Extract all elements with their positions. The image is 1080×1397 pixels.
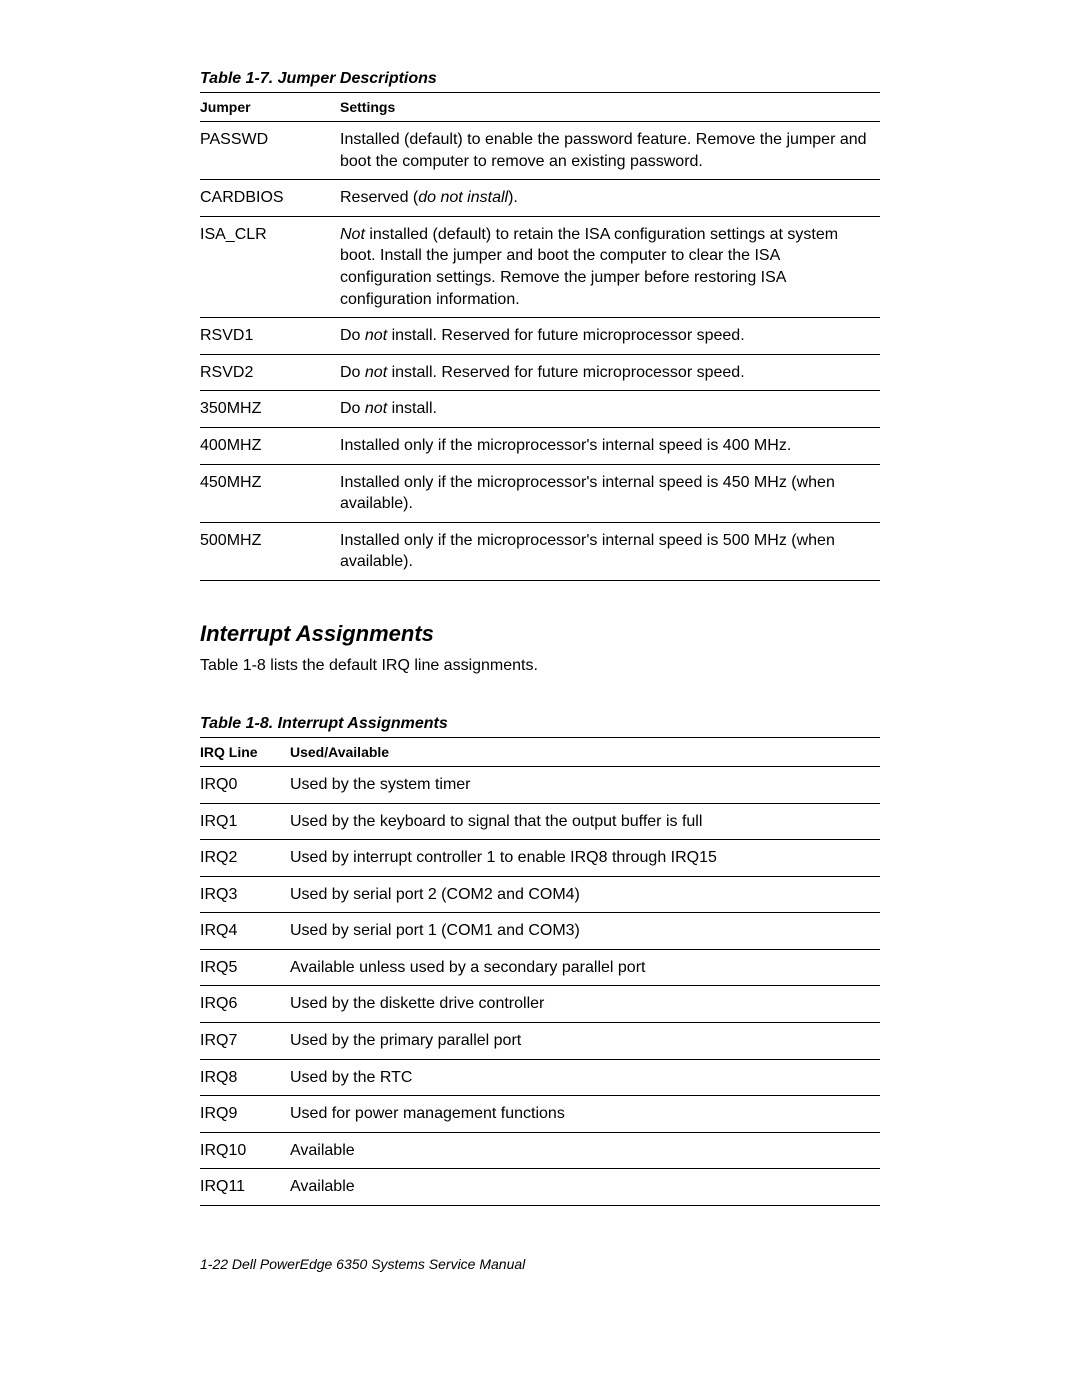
table-row: IRQ2Used by interrupt controller 1 to en…: [200, 840, 880, 877]
table-row: IRQ8Used by the RTC: [200, 1059, 880, 1096]
table-row: 500MHZInstalled only if the microprocess…: [200, 522, 880, 580]
desc-cell: Available: [290, 1132, 880, 1169]
table1-caption: Table 1-7. Jumper Descriptions: [200, 70, 880, 88]
section-heading: Interrupt Assignments: [200, 621, 880, 647]
jumper-cell: 400MHZ: [200, 427, 340, 464]
desc-cell: Used for power management functions: [290, 1096, 880, 1133]
irq-cell: IRQ0: [200, 766, 290, 803]
table-row: IRQ5Available unless used by a secondary…: [200, 949, 880, 986]
desc-cell: Available unless used by a secondary par…: [290, 949, 880, 986]
irq-cell: IRQ10: [200, 1132, 290, 1169]
jumper-cell: RSVD2: [200, 354, 340, 391]
desc-cell: Used by serial port 2 (COM2 and COM4): [290, 876, 880, 913]
desc-cell: Used by interrupt controller 1 to enable…: [290, 840, 880, 877]
irq-cell: IRQ3: [200, 876, 290, 913]
table-row: IRQ1Used by the keyboard to signal that …: [200, 803, 880, 840]
settings-cell: Do not install.: [340, 391, 880, 428]
irq-cell: IRQ5: [200, 949, 290, 986]
settings-cell: Installed (default) to enable the passwo…: [340, 122, 880, 180]
settings-cell: Reserved (do not install).: [340, 180, 880, 217]
jumper-cell: 450MHZ: [200, 464, 340, 522]
jumper-table: Jumper Settings PASSWDInstalled (default…: [200, 92, 880, 581]
jumper-cell: ISA_CLR: [200, 216, 340, 317]
table-row: IRQ4Used by serial port 1 (COM1 and COM3…: [200, 913, 880, 950]
table-row: IRQ7Used by the primary parallel port: [200, 1023, 880, 1060]
table2-header-irq: IRQ Line: [200, 737, 290, 766]
page-footer: 1-22 Dell PowerEdge 6350 Systems Service…: [200, 1256, 880, 1272]
table-row: ISA_CLRNot installed (default) to retain…: [200, 216, 880, 317]
irq-cell: IRQ7: [200, 1023, 290, 1060]
desc-cell: Used by the diskette drive controller: [290, 986, 880, 1023]
table-row: CARDBIOSReserved (do not install).: [200, 180, 880, 217]
table-row: PASSWDInstalled (default) to enable the …: [200, 122, 880, 180]
section-body: Table 1-8 lists the default IRQ line ass…: [200, 657, 880, 675]
desc-cell: Available: [290, 1169, 880, 1206]
table-row: IRQ9Used for power management functions: [200, 1096, 880, 1133]
table-row: IRQ11Available: [200, 1169, 880, 1206]
jumper-cell: PASSWD: [200, 122, 340, 180]
desc-cell: Used by serial port 1 (COM1 and COM3): [290, 913, 880, 950]
settings-cell: Do not install. Reserved for future micr…: [340, 318, 880, 355]
table-row: RSVD2Do not install. Reserved for future…: [200, 354, 880, 391]
table-row: RSVD1Do not install. Reserved for future…: [200, 318, 880, 355]
settings-cell: Installed only if the microprocessor's i…: [340, 427, 880, 464]
table2-caption: Table 1-8. Interrupt Assignments: [200, 715, 880, 733]
table2-header-desc: Used/Available: [290, 737, 880, 766]
table-row: 400MHZInstalled only if the microprocess…: [200, 427, 880, 464]
table-row: 350MHZDo not install.: [200, 391, 880, 428]
settings-cell: Not installed (default) to retain the IS…: [340, 216, 880, 317]
table1-header-jumper: Jumper: [200, 93, 340, 122]
table-row: 450MHZInstalled only if the microprocess…: [200, 464, 880, 522]
table1-header-settings: Settings: [340, 93, 880, 122]
jumper-cell: 350MHZ: [200, 391, 340, 428]
irq-cell: IRQ4: [200, 913, 290, 950]
irq-cell: IRQ1: [200, 803, 290, 840]
irq-table: IRQ Line Used/Available IRQ0Used by the …: [200, 737, 880, 1206]
irq-cell: IRQ2: [200, 840, 290, 877]
desc-cell: Used by the keyboard to signal that the …: [290, 803, 880, 840]
table-row: IRQ6Used by the diskette drive controlle…: [200, 986, 880, 1023]
desc-cell: Used by the system timer: [290, 766, 880, 803]
irq-cell: IRQ9: [200, 1096, 290, 1133]
jumper-cell: CARDBIOS: [200, 180, 340, 217]
table-row: IRQ3Used by serial port 2 (COM2 and COM4…: [200, 876, 880, 913]
desc-cell: Used by the primary parallel port: [290, 1023, 880, 1060]
settings-cell: Installed only if the microprocessor's i…: [340, 522, 880, 580]
irq-cell: IRQ6: [200, 986, 290, 1023]
settings-cell: Do not install. Reserved for future micr…: [340, 354, 880, 391]
table-row: IRQ10Available: [200, 1132, 880, 1169]
irq-cell: IRQ11: [200, 1169, 290, 1206]
desc-cell: Used by the RTC: [290, 1059, 880, 1096]
jumper-cell: RSVD1: [200, 318, 340, 355]
irq-cell: IRQ8: [200, 1059, 290, 1096]
table-row: IRQ0Used by the system timer: [200, 766, 880, 803]
jumper-cell: 500MHZ: [200, 522, 340, 580]
settings-cell: Installed only if the microprocessor's i…: [340, 464, 880, 522]
